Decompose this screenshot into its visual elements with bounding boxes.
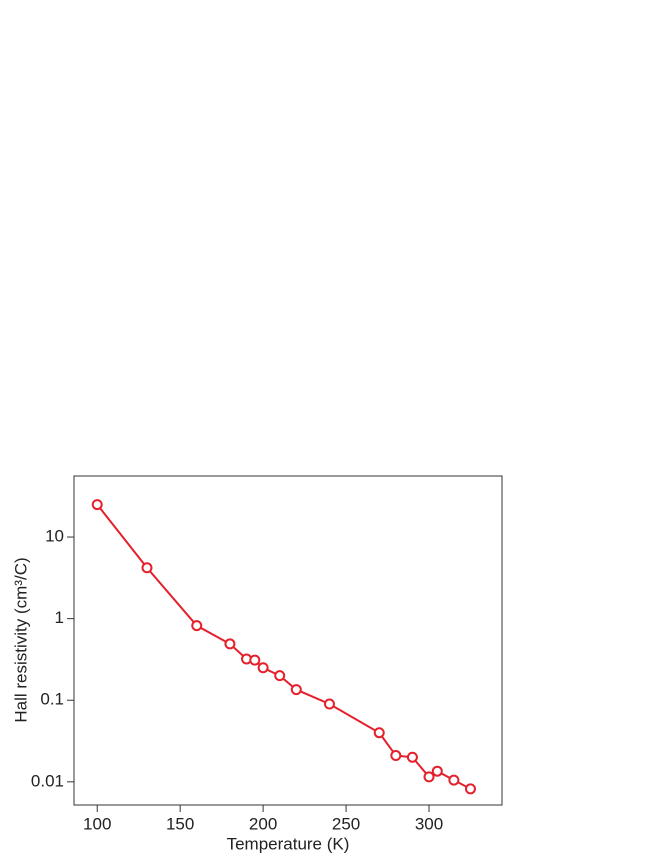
- data-point: [406, 751, 418, 763]
- data-point: [448, 774, 460, 786]
- x-tick-label: 300: [415, 814, 443, 833]
- y-axis-label: Hall resistivity (cm³/C): [11, 557, 30, 722]
- data-point: [431, 765, 443, 777]
- data-point: [390, 750, 402, 762]
- data-point: [249, 654, 261, 666]
- data-point: [274, 670, 286, 682]
- data-point: [323, 698, 335, 710]
- data-point: [224, 638, 236, 650]
- data-point: [373, 727, 385, 739]
- series-line: [96, 503, 471, 790]
- x-tick-label: 100: [83, 814, 111, 833]
- data-point: [423, 771, 435, 783]
- x-tick-label: 250: [332, 814, 360, 833]
- y-tick-label: 0.1: [40, 690, 64, 709]
- data-point: [290, 684, 302, 696]
- y-tick-label: 0.01: [31, 771, 64, 790]
- data-point: [464, 783, 476, 795]
- y-tick-label: 10: [45, 527, 64, 546]
- data-point: [191, 620, 203, 632]
- data-point: [91, 499, 103, 511]
- x-axis-label: Temperature (K): [227, 834, 350, 853]
- y-tick-label: 1: [55, 608, 64, 627]
- x-tick-label: 200: [249, 814, 277, 833]
- data-point: [141, 562, 153, 574]
- x-tick-label: 150: [166, 814, 194, 833]
- data-point: [257, 662, 269, 674]
- plot-frame: [73, 475, 503, 806]
